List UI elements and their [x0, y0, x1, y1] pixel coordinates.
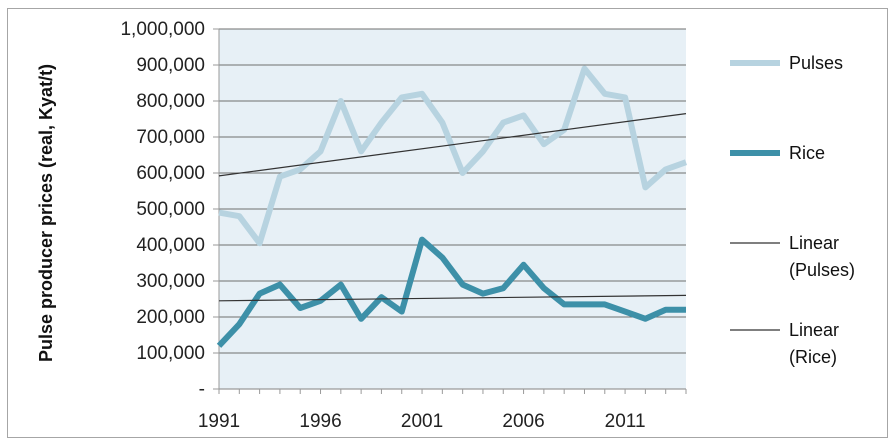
- legend-label: Rice: [789, 143, 825, 163]
- series-line-0: [218, 65, 688, 247]
- y-tick-label: 300,000: [136, 271, 205, 292]
- series-line-1: [216, 236, 686, 348]
- legend-label: Pulses: [789, 53, 843, 73]
- x-axis-ticks: 1991 1996 2001 2006 2011: [198, 389, 687, 432]
- series-line-3: [218, 294, 687, 302]
- y-tick-label: 900,000: [136, 55, 205, 76]
- y-tick-label: 600,000: [136, 163, 205, 184]
- series-line-2: [218, 113, 687, 177]
- y-tick-label: 100,000: [136, 343, 205, 364]
- y-axis-label: Pulse producer prices (real, Kyat/t): [36, 64, 56, 362]
- y-tick-label: 700,000: [136, 127, 205, 148]
- y-tick-label: 200,000: [136, 307, 205, 328]
- legend-label: Linear (Pulses): [789, 233, 855, 280]
- legend-label: Linear (Rice): [789, 320, 839, 367]
- y-tick-label: 1,000,000: [120, 19, 205, 40]
- x-tick-label: 2001: [401, 411, 443, 432]
- y-axis-ticks: - 100,000 200,000 300,000 400,000 500,000 600,…: [120, 19, 219, 400]
- x-tick-label: 1991: [198, 411, 240, 432]
- legend: Pulses Rice Linear (Pulses) Linear (Rice): [730, 53, 855, 367]
- x-tick-label: 2006: [502, 411, 544, 432]
- y-tick-label: 400,000: [136, 235, 205, 256]
- x-tick-label: 1996: [299, 411, 341, 432]
- y-tick-label: 500,000: [136, 199, 205, 220]
- x-tick-label: 2011: [605, 411, 646, 432]
- series-group: [216, 65, 688, 348]
- y-tick-label: 800,000: [136, 91, 205, 112]
- y-tick-label: -: [199, 379, 205, 400]
